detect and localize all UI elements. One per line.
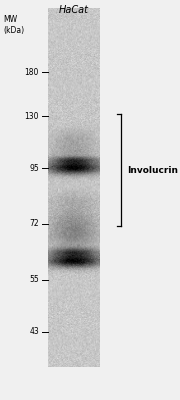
Text: MW
(kDa): MW (kDa)	[4, 15, 25, 35]
Text: 130: 130	[24, 112, 39, 121]
Text: HaCat: HaCat	[58, 6, 89, 16]
Bar	[48, 9, 99, 368]
Text: 55: 55	[29, 275, 39, 284]
Text: 95: 95	[29, 164, 39, 173]
Text: 180: 180	[25, 68, 39, 77]
Text: 72: 72	[29, 220, 39, 228]
Text: 43: 43	[29, 327, 39, 336]
Text: Involucrin: Involucrin	[127, 166, 178, 175]
